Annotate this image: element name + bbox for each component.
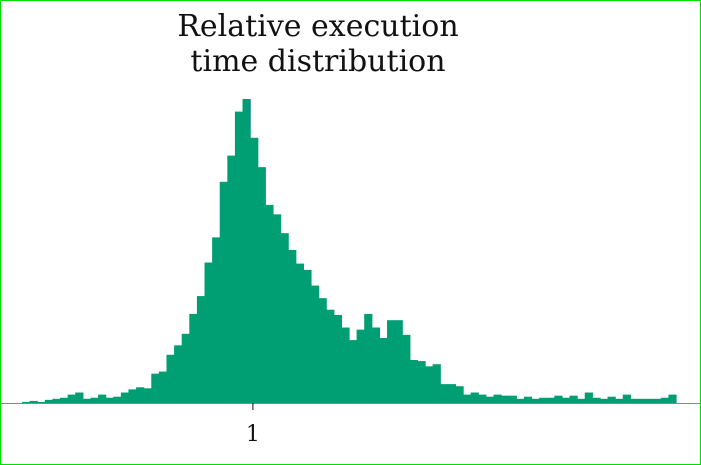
histogram-bar [227,155,236,403]
histogram-bar [22,401,31,403]
histogram-bar [379,338,388,403]
histogram-bar [257,167,266,403]
histogram-bar [143,388,152,403]
histogram-bar [493,394,502,403]
histogram-bar [447,384,457,403]
histogram-bar [75,392,84,403]
histogram-bar [637,398,647,403]
histogram-bar [181,333,190,403]
histogram-bar [250,137,259,404]
histogram-bar [425,366,434,403]
histogram-bar [174,345,183,403]
histogram-bar [577,398,586,403]
histogram-bar [303,269,312,403]
histogram-bar [387,320,396,403]
histogram-bar [120,392,130,403]
histogram-bar [394,320,403,403]
histogram-bar [440,384,449,403]
histogram-bar [98,394,107,403]
x-axis-ticks: 1 [246,403,260,447]
chart-title-line-2: time distribution [190,44,445,79]
histogram-bar [105,397,114,403]
histogram-bar [295,263,304,403]
histogram-bar [212,237,221,403]
histogram-bar [599,398,609,403]
histogram-bar [326,309,335,403]
histogram-bar [288,249,297,403]
histogram-bar [402,334,411,403]
histogram-bar [29,400,38,403]
histogram-bar [44,399,54,403]
histogram-bar [90,397,99,403]
histogram-bar [356,329,365,403]
histogram-bar [478,394,487,403]
chart-title-line-1: Relative execution [177,9,458,44]
histogram-bar [60,397,69,403]
histogram-bar [668,394,677,403]
histogram-bar [341,327,350,403]
histogram-bar [417,361,426,403]
histogram-bar [470,392,479,403]
histogram-bar [592,397,601,403]
histogram-bar [523,396,533,403]
histogram-bar [272,214,282,403]
histogram-bar [622,394,631,403]
histogram-bar [455,386,464,403]
histogram-bar [113,396,122,403]
histogram-bar [158,371,168,403]
histogram-bar [432,364,441,403]
histogram-bar [219,181,228,403]
histogram-bar [67,394,76,403]
histogram-bar [333,314,342,403]
histogram-bar [554,395,563,403]
histogram-bar [265,204,274,403]
x-tick-label: 1 [246,422,260,447]
histogram-bar [645,398,654,403]
histogram-bar [409,360,419,403]
histogram-bar [166,354,175,403]
histogram-bar [660,397,669,403]
histogram-bar [364,313,373,403]
histogram-bar [128,389,137,403]
histogram-bar [196,296,206,403]
histogram-bar [584,392,593,403]
histogram-bar [653,398,662,403]
histogram-bar [607,396,616,403]
histogram-bar [516,398,525,403]
histogram-bar [561,397,571,403]
histogram-bars [22,99,677,404]
histogram-bar [52,398,61,403]
histogram-bar [37,401,46,403]
histogram-bar [539,397,548,403]
histogram-bar [82,398,92,403]
histogram-bar [234,111,244,403]
histogram-bar [615,398,624,403]
histogram-bar [136,387,145,403]
histogram-bar [151,373,160,403]
histogram-bar [531,398,540,403]
histogram-bar [189,313,198,403]
histogram-bar [318,298,327,403]
histogram-bar [501,395,510,403]
histogram-bar [463,394,472,403]
histogram-bar [204,262,213,403]
histogram-bar [508,395,517,403]
histogram-bar [280,233,289,403]
histogram-bar [630,398,639,403]
histogram-bar [371,327,381,403]
histogram-bar [310,285,320,403]
histogram-bar [242,99,251,403]
histogram-bar [569,395,578,403]
histogram-bar [546,397,555,403]
histogram-bar [485,396,495,403]
histogram-bar [349,340,358,403]
